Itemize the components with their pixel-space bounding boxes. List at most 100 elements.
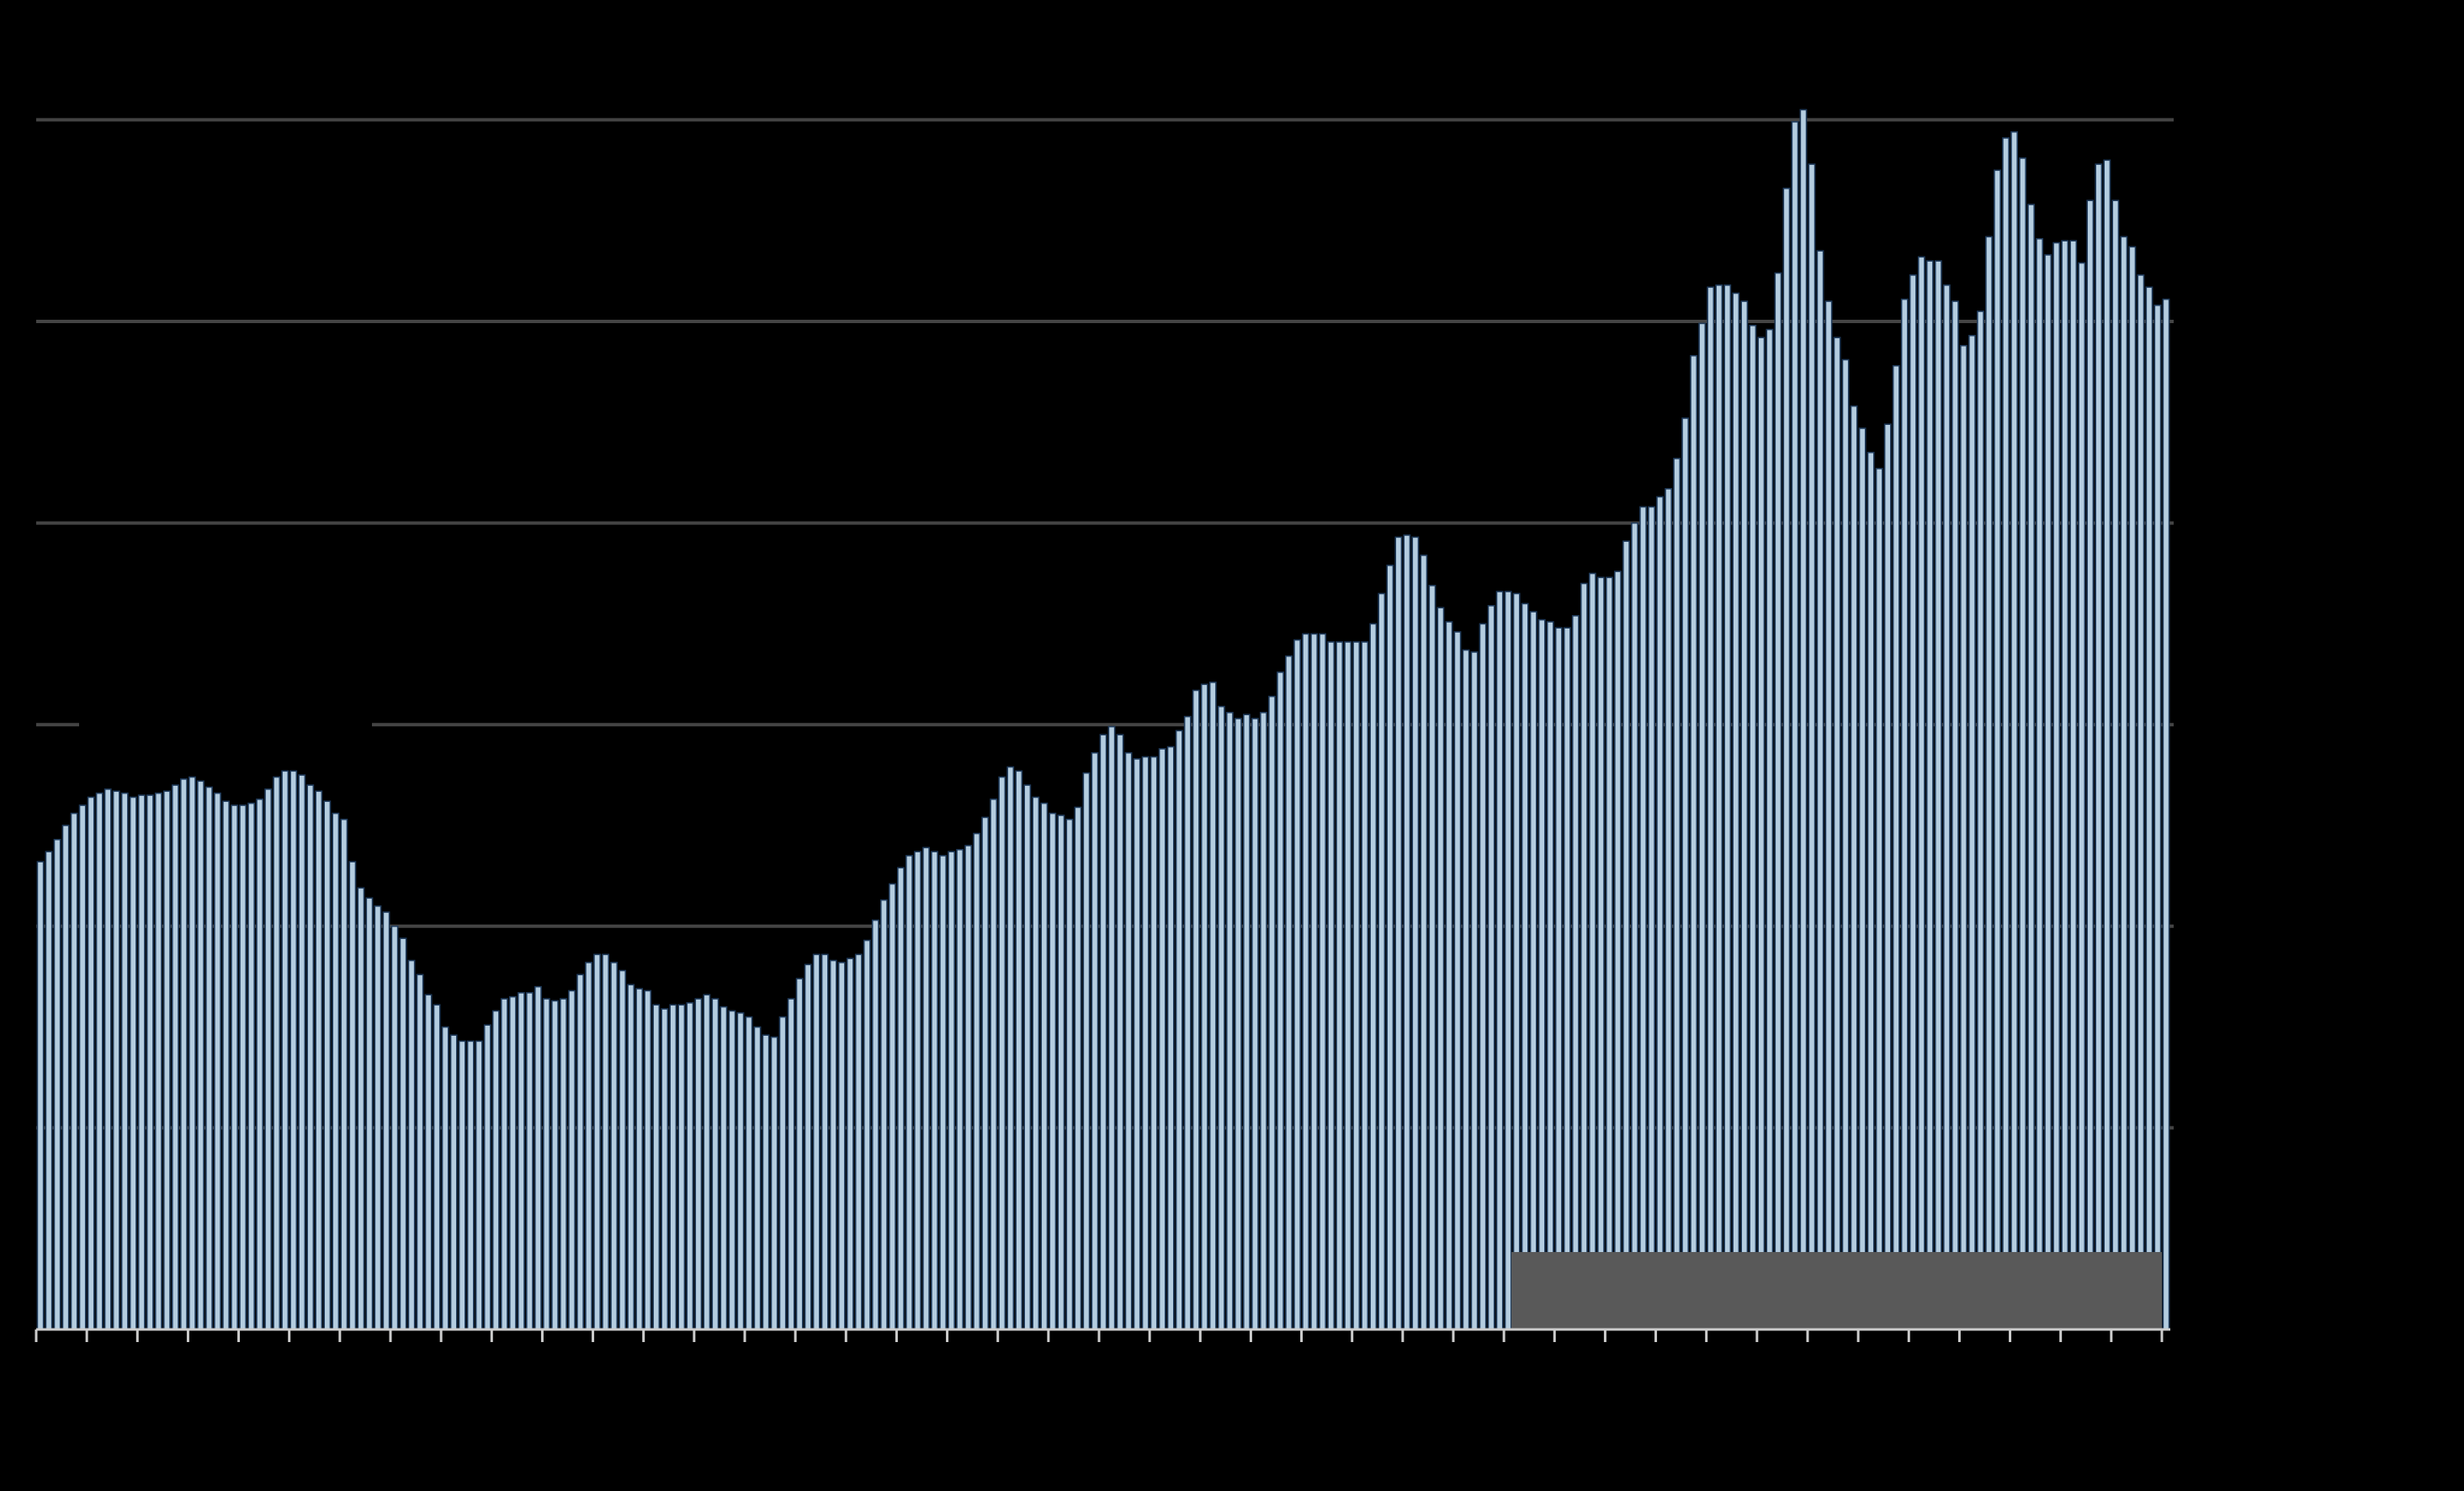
bar: [677, 1004, 686, 1330]
bar: [180, 778, 188, 1330]
bar: [1217, 705, 1225, 1330]
bar: [508, 995, 517, 1330]
bar: [129, 796, 137, 1330]
bar: [1841, 358, 1850, 1330]
bar: [1192, 689, 1200, 1330]
bar: [560, 998, 567, 1330]
bar: [795, 978, 804, 1330]
bar: [1344, 641, 1352, 1330]
bar: [162, 790, 171, 1330]
bar: [1698, 322, 1707, 1330]
bar: [1665, 488, 1672, 1330]
bar: [357, 887, 365, 1330]
bar: [1648, 506, 1655, 1330]
bar: [1521, 602, 1529, 1330]
bar: [871, 919, 879, 1330]
bar: [905, 855, 913, 1330]
bar: [1023, 784, 1032, 1330]
bar: [1816, 250, 1824, 1330]
bar: [661, 1008, 669, 1330]
bar: [1133, 758, 1141, 1330]
bar: [525, 992, 534, 1330]
bar: [1336, 641, 1344, 1330]
bar: [914, 851, 921, 1330]
bar: [1504, 591, 1512, 1330]
bar: [2120, 236, 2128, 1330]
bar: [711, 998, 720, 1330]
bar: [2137, 274, 2145, 1330]
bar: [820, 953, 829, 1330]
bar: [517, 992, 525, 1330]
bar: [1032, 796, 1040, 1330]
bar: [854, 953, 863, 1330]
bar: [644, 990, 652, 1330]
bar: [1622, 540, 1630, 1330]
bar: [1352, 641, 1361, 1330]
bar: [1065, 819, 1074, 1330]
bar: [247, 802, 256, 1330]
bar: [1749, 324, 1757, 1330]
bar: [787, 998, 795, 1330]
bar: [1302, 633, 1309, 1330]
bar: [382, 911, 390, 1330]
bar: [2128, 246, 2137, 1330]
bar: [1175, 730, 1183, 1330]
bar: [1925, 260, 1934, 1330]
bar: [256, 799, 264, 1330]
bar: [281, 770, 289, 1330]
bar: [1554, 627, 1563, 1330]
bar: [964, 845, 973, 1330]
bar: [1529, 611, 1537, 1330]
bar: [36, 861, 45, 1330]
bar: [1537, 618, 1546, 1330]
bar: [87, 796, 95, 1330]
bar: [635, 988, 644, 1330]
bar: [1361, 641, 1369, 1330]
bar: [1057, 814, 1065, 1330]
bar: [306, 784, 315, 1330]
bar: [1934, 260, 1942, 1330]
bar: [1960, 344, 1967, 1330]
bar: [1808, 163, 1816, 1330]
bar: [1141, 756, 1150, 1330]
bar: [1394, 536, 1403, 1330]
bar: [1858, 427, 1867, 1330]
bar: [154, 792, 162, 1330]
bar: [585, 962, 592, 1330]
bar: [137, 794, 146, 1330]
bar: [694, 998, 703, 1330]
bar: [1614, 570, 1622, 1330]
bar: [70, 812, 78, 1330]
bar: [1386, 565, 1394, 1330]
bar: [1049, 812, 1057, 1330]
bar: [1487, 605, 1495, 1330]
bar: [1791, 120, 1799, 1330]
bar: [1082, 772, 1091, 1330]
bar: [112, 790, 120, 1330]
bar: [1158, 748, 1166, 1330]
bar: [1715, 284, 1723, 1330]
bar: [449, 1034, 458, 1330]
bar: [1225, 712, 1234, 1330]
bar: [2036, 237, 2044, 1330]
bar: [1099, 734, 1107, 1330]
bar: [686, 1002, 694, 1330]
bar: [829, 959, 837, 1330]
bar: [728, 1010, 736, 1330]
bar: [407, 959, 416, 1330]
bar: [1900, 298, 1909, 1330]
bar: [1285, 655, 1293, 1330]
bar: [1462, 649, 1470, 1330]
bar: [652, 1004, 661, 1330]
bar: [1124, 751, 1133, 1330]
bar: [2095, 163, 2103, 1330]
bar: [1183, 715, 1192, 1330]
bar: [1512, 592, 1521, 1330]
bar: [812, 953, 820, 1330]
bar: [1378, 592, 1386, 1330]
bar: [1580, 582, 1588, 1330]
bar: [205, 786, 213, 1330]
bar: [846, 958, 854, 1330]
bar: [1824, 300, 1833, 1330]
bar: [1656, 496, 1664, 1330]
